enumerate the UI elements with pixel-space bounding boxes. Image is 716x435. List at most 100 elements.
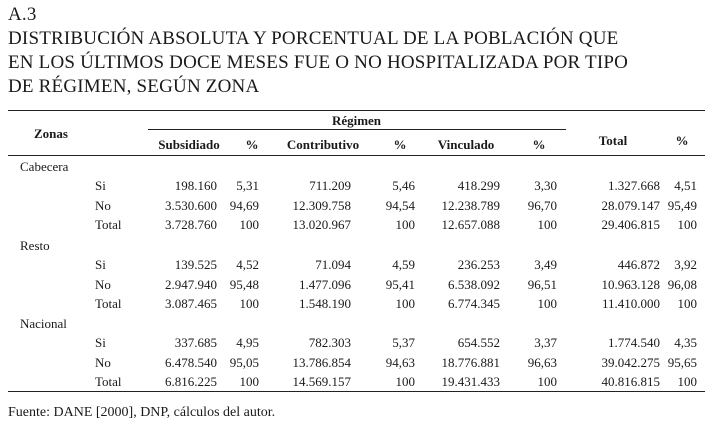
title-line-2: EN LOS ÚLTIMOS DOCE MESES FUE O NO HOSPI… — [8, 52, 629, 73]
table-cell: 13.020.967 — [292, 217, 352, 232]
table-cell: 71.094 — [315, 257, 351, 272]
table-cell: 28.079.147 — [601, 198, 661, 213]
table-cell: 711.209 — [309, 178, 351, 193]
table-cell: 100 — [239, 217, 260, 232]
table-cell: 1.774.540 — [608, 335, 660, 350]
table-cell: 100 — [677, 296, 698, 311]
table-cell: 94,69 — [229, 198, 259, 213]
table-cell: 100 — [537, 374, 558, 389]
zonas-header: Zonas — [34, 126, 68, 141]
table-cell: 6.478.540 — [165, 355, 217, 370]
table-cell: 139.525 — [174, 257, 217, 272]
table-cell: 39.042.275 — [601, 355, 661, 370]
row-label: Total — [95, 217, 122, 232]
row-label: Si — [95, 178, 106, 193]
table-cell: 3,37 — [534, 335, 557, 350]
table-cell: 4,95 — [236, 335, 259, 350]
table-cell: 5,31 — [236, 178, 259, 193]
column-header: % — [393, 137, 407, 152]
zone-label: Cabecera — [20, 159, 69, 174]
table-cell: 96,63 — [527, 355, 557, 370]
column-header: Contributivo — [286, 137, 360, 152]
table-cell: 1.327.668 — [608, 178, 660, 193]
row-label: Total — [95, 374, 122, 389]
table-cell: 3.530.600 — [165, 198, 217, 213]
column-header: % — [532, 137, 546, 152]
table-cell: 6.538.092 — [448, 277, 500, 292]
table-cell: 95,49 — [667, 198, 697, 213]
table-cell: 100 — [677, 217, 698, 232]
row-label: No — [95, 198, 111, 213]
table-cell: 96,08 — [667, 277, 697, 292]
header-bottom-rule — [8, 155, 705, 156]
column-header: % — [245, 137, 259, 152]
table-cell: 10.963.128 — [601, 277, 661, 292]
table-cell: 94,63 — [385, 355, 415, 370]
table-cell: 1.548.190 — [299, 296, 351, 311]
table-cell: 3.728.760 — [165, 217, 217, 232]
table-cell: 198.160 — [174, 178, 217, 193]
table-cell: 5,46 — [392, 178, 415, 193]
table-cell: 29.406.815 — [601, 217, 661, 232]
table-cell: 418.299 — [457, 178, 500, 193]
column-header: Subsidiado — [158, 137, 220, 152]
table-cell: 4,35 — [674, 335, 697, 350]
regimen-rule — [148, 129, 566, 130]
zone-label: Nacional — [20, 316, 67, 331]
source-note: Fuente: DANE [2000], DNP, cálculos del a… — [8, 405, 276, 420]
column-header: Vinculado — [437, 137, 495, 152]
table-top-rule — [8, 110, 705, 112]
title-line-3: DE RÉGIMEN, SEGÚN ZONA — [8, 76, 260, 97]
table-cell: 100 — [537, 217, 558, 232]
table-cell: 337.685 — [174, 335, 217, 350]
table-cell: 3.087.465 — [165, 296, 217, 311]
table-cell: 100 — [395, 374, 416, 389]
table-cell: 96,51 — [527, 277, 557, 292]
table-cell: 6.774.345 — [448, 296, 500, 311]
column-header: Total — [598, 133, 628, 148]
title-line-1: DISTRIBUCIÓN ABSOLUTA Y PORCENTUAL DE LA… — [8, 28, 619, 49]
table-cell: 100 — [395, 296, 416, 311]
table-cell: 95,65 — [667, 355, 697, 370]
table-cell: 94,54 — [385, 198, 415, 213]
table-cell: 19.431.433 — [441, 374, 501, 389]
table-cell: 5,37 — [392, 335, 415, 350]
table-cell: 4,51 — [674, 178, 697, 193]
table-cell: 100 — [239, 374, 260, 389]
table-cell: 782.303 — [308, 335, 351, 350]
row-label: No — [95, 355, 111, 370]
table-cell: 100 — [677, 374, 698, 389]
table-cell: 3,30 — [534, 178, 557, 193]
table-cell: 13.786.854 — [292, 355, 352, 370]
row-label: Si — [95, 257, 106, 272]
table-cell: 12.238.789 — [441, 198, 501, 213]
table-cell: 14.569.157 — [292, 374, 352, 389]
table-cell: 18.776.881 — [441, 355, 501, 370]
table-cell: 100 — [537, 296, 558, 311]
table-cell: 6.816.225 — [165, 374, 217, 389]
regimen-header: Régimen — [331, 113, 382, 128]
table-cell: 100 — [239, 296, 260, 311]
row-label: No — [95, 277, 111, 292]
table-cell: 4,59 — [392, 257, 415, 272]
table-bottom-rule — [8, 391, 705, 393]
row-label: Si — [95, 335, 106, 350]
table-cell: 2.947.940 — [165, 277, 217, 292]
table-cell: 95,05 — [229, 355, 259, 370]
table-cell: 1.477.096 — [299, 277, 351, 292]
table-cell: 236.253 — [457, 257, 500, 272]
table-cell: 95,48 — [229, 277, 259, 292]
table-cell: 446.872 — [617, 257, 660, 272]
table-cell: 4,52 — [236, 257, 259, 272]
table-cell: 100 — [395, 217, 416, 232]
table-cell: 12.309.758 — [292, 198, 352, 213]
table-cell: 3,92 — [674, 257, 697, 272]
table-cell: 40.816.815 — [601, 374, 661, 389]
zone-label: Resto — [20, 238, 50, 253]
table-cell: 12.657.088 — [441, 217, 501, 232]
table-cell: 95,41 — [385, 277, 415, 292]
column-header: % — [675, 133, 689, 148]
table-cell: 96,70 — [527, 198, 557, 213]
table-cell: 11.410.000 — [601, 296, 660, 311]
